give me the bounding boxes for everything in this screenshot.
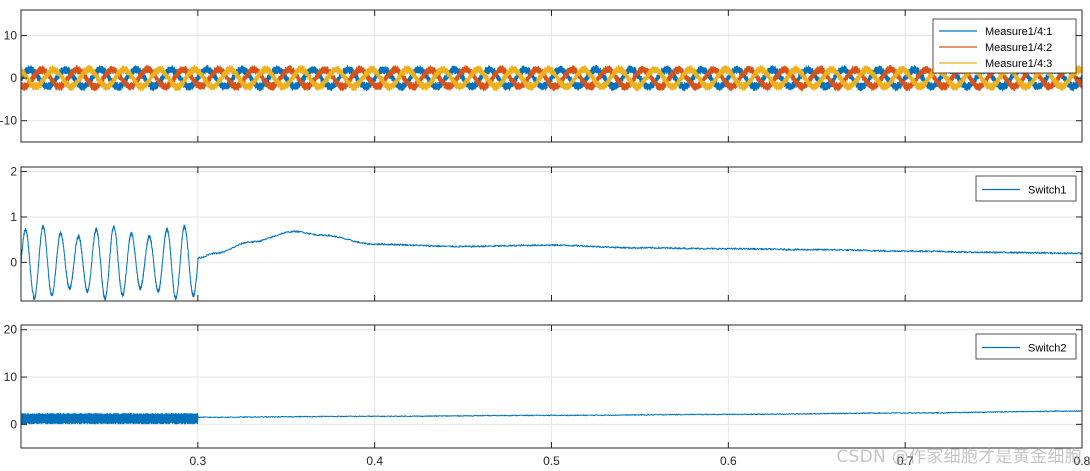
y-tick-label: 20 — [4, 323, 18, 337]
y-tick-label: 1 — [10, 210, 17, 224]
chart-panel-2: 0 1 2 Switch1 — [10, 165, 1083, 302]
y-tick-label: 0 — [10, 255, 17, 269]
y-tick-label: 10 — [4, 29, 18, 43]
legend-box — [975, 175, 1077, 202]
series-group — [21, 410, 1082, 425]
y-tick-label: 10 — [4, 370, 18, 384]
legend: Measure1/4:1 Measure1/4:2 Measure1/4:3 — [932, 18, 1077, 74]
y-tick-label: 0 — [10, 417, 17, 431]
x-tick-label: 0.4 — [366, 454, 383, 468]
series-line-1 — [21, 224, 1082, 301]
legend-label: Switch1 — [1028, 185, 1067, 197]
series-group — [21, 224, 1082, 301]
series-group — [21, 64, 1082, 92]
legend-label: Measure1/4:1 — [985, 26, 1052, 38]
x-tick-label: 0.3 — [189, 454, 206, 468]
x-tick-label: 0.8 — [1074, 454, 1090, 468]
legend-label: Measure1/4:3 — [985, 58, 1052, 70]
legend: Switch2 — [975, 333, 1077, 360]
y-tick-label: 0 — [10, 71, 17, 85]
watermark-text: CSDN @作家细胞才是黄金细胞 — [836, 447, 1082, 467]
series-line-1 — [21, 410, 1082, 425]
legend-box — [975, 333, 1077, 360]
series-line-2 — [21, 64, 1082, 92]
legend-label: Switch2 — [1028, 343, 1067, 355]
x-tick-label: 0.5 — [543, 454, 560, 468]
legend: Switch1 — [975, 175, 1077, 202]
x-tick-label: 0.6 — [720, 454, 737, 468]
legend-label: Measure1/4:2 — [985, 42, 1052, 54]
chart-panel-3: 0.3 0.4 0.5 0.6 0.7 0.8 0 10 20 Switch2 — [4, 323, 1090, 468]
x-tick-label: 0.7 — [897, 454, 914, 468]
y-tick-label: 2 — [10, 165, 17, 179]
y-tick-label: -10 — [0, 114, 17, 128]
legend-box — [932, 18, 1077, 74]
series-line-3 — [21, 64, 1082, 92]
